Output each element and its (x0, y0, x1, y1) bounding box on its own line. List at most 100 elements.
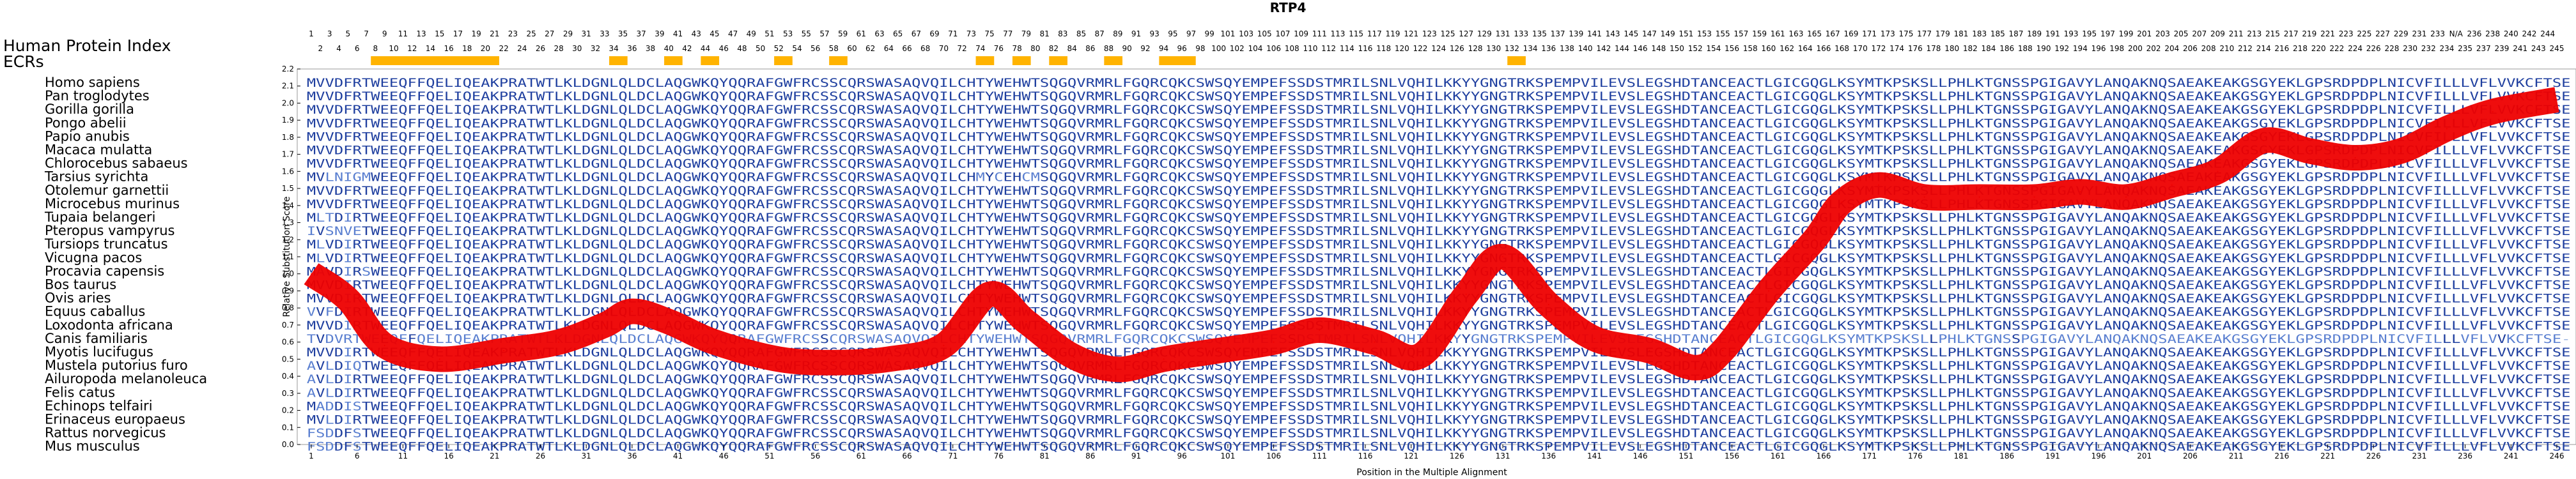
human-index-label-odd: 21 (490, 29, 499, 38)
y-tick-label: 2.0 (282, 98, 294, 107)
human-index-label-odd: 57 (819, 29, 829, 38)
curve-point (1841, 201, 1843, 203)
human-index-label-odd: 229 (2394, 29, 2409, 38)
human-index-label-even: 62 (865, 44, 875, 53)
ecr-bar (609, 56, 628, 65)
species-label: Equus caballus (45, 304, 145, 319)
ecr-bar (774, 56, 793, 65)
human-index-label-even: 72 (957, 44, 966, 53)
curve-point (347, 298, 349, 300)
curve-point (603, 324, 605, 326)
curve-point (2217, 171, 2219, 172)
species-label: Ovis aries (45, 291, 111, 306)
ecr-bar (1104, 56, 1122, 65)
curve-point (1548, 303, 1549, 305)
human-index-label-even: 152 (1688, 44, 1703, 53)
human-index-label-even: 24 (517, 44, 527, 53)
x-tick-label: 31 (582, 452, 591, 460)
human-index-label-even: 40 (664, 44, 674, 53)
human-index-label-even: 68 (920, 44, 930, 53)
curve-point (1695, 367, 1696, 369)
y-axis-label: Relative Substitution Score (282, 196, 292, 317)
human-index-label-even: 32 (591, 44, 600, 53)
x-tick-label: 181 (1954, 452, 1969, 460)
human-index-label-odd: 225 (2357, 29, 2371, 38)
x-tick-label: 121 (1404, 452, 1418, 460)
human-index-label-odd: 31 (582, 29, 591, 38)
x-tick-label: 1 (309, 452, 314, 460)
human-index-label-even: 108 (1285, 44, 1300, 53)
species-label: Microcebus murinus (45, 196, 180, 211)
human-index-label-odd: 35 (618, 29, 628, 38)
human-index-label-odd: 83 (1058, 29, 1067, 38)
human-index-label-even: 184 (1982, 44, 1996, 53)
species-label: Procavia capensis (45, 263, 164, 278)
curve-point (1978, 196, 1980, 198)
human-index-label-even: 168 (1835, 44, 1849, 53)
curve-point (1071, 355, 1073, 357)
human-index-label-odd: 236 (2467, 29, 2481, 38)
x-tick-label: 206 (2183, 452, 2198, 460)
y-tick-label: 0.9 (282, 286, 294, 295)
human-index-label-even: 132 (1505, 44, 1519, 53)
human-index-label-odd: 215 (2265, 29, 2280, 38)
human-index-label-even: 200 (2128, 44, 2143, 53)
x-tick-label: 71 (948, 452, 958, 460)
human-index-label-odd: 211 (2229, 29, 2244, 38)
human-index-label-odd: 99 (1205, 29, 1214, 38)
human-index-label-even: 237 (2476, 44, 2491, 53)
human-index-label-even: 64 (884, 44, 894, 53)
y-tick-label: 1.8 (282, 133, 294, 142)
curve-point (1117, 369, 1119, 370)
x-tick-label: 116 (1358, 452, 1373, 460)
human-index-label-even: 114 (1340, 44, 1354, 53)
human-index-label-even: 116 (1358, 44, 1373, 53)
human-index-label-even: 56 (811, 44, 820, 53)
human-index-label-odd: 37 (637, 29, 646, 38)
human-index-label-odd: 163 (1788, 29, 1803, 38)
human-index-label-odd: 203 (2155, 29, 2170, 38)
human-index-label-even: 18 (462, 44, 472, 53)
curve-point (833, 361, 835, 363)
human-index-label-even: 22 (499, 44, 508, 53)
human-index-label-odd: 111 (1312, 29, 1327, 38)
human-index-label-even: 60 (847, 44, 857, 53)
human-index-label-even: 164 (1798, 44, 1813, 53)
human-index-label-odd: 197 (2100, 29, 2115, 38)
ecr-label: ECRs (3, 52, 44, 71)
curve-point (1722, 350, 1724, 351)
species-label: Ailuropoda melanoleuca (45, 371, 207, 386)
ecr-bar (1507, 56, 1526, 65)
curve-point (1767, 290, 1769, 292)
human-index-row-even: 2 4 6 8 10 12 14 16 18 20 22 24 26 28 30 32 34 36 38 40 42 44… (318, 44, 2564, 53)
x-tick-label: 136 (1541, 452, 1556, 460)
human-index-label-even: 2 (318, 44, 323, 53)
species-label: Papio anubis (45, 128, 130, 144)
human-index-label-even: 100 (1211, 44, 1226, 53)
x-tick-label: 46 (719, 452, 729, 460)
human-index-label-odd: 153 (1697, 29, 1712, 38)
curve-point (1025, 321, 1027, 323)
x-tick-label: 26 (536, 452, 545, 460)
curve-point (1502, 256, 1504, 257)
species-label: Pongo abelii (45, 115, 127, 130)
human-index-label-odd: 39 (655, 29, 664, 38)
y-tick-label: 1.3 (282, 218, 294, 227)
y-tick-label: 2.2 (282, 65, 294, 73)
curve-point (2125, 196, 2127, 198)
human-index-label-even: 10 (389, 44, 398, 53)
human-index-label-even: 160 (1761, 44, 1776, 53)
x-tick-label: 191 (2045, 452, 2060, 460)
human-index-label-odd: 117 (1367, 29, 1382, 38)
human-index-label-odd: 159 (1752, 29, 1767, 38)
human-index-label-even: 70 (939, 44, 949, 53)
human-index-label-even: 8 (373, 44, 378, 53)
x-tick-label: 101 (1220, 452, 1235, 460)
x-tick-label: 246 (2550, 452, 2564, 460)
curve-point (1273, 341, 1275, 343)
species-label: Tupaia belangeri (44, 209, 156, 225)
human-index-label-even: 166 (1816, 44, 1831, 53)
human-index-label-even: 12 (407, 44, 417, 53)
